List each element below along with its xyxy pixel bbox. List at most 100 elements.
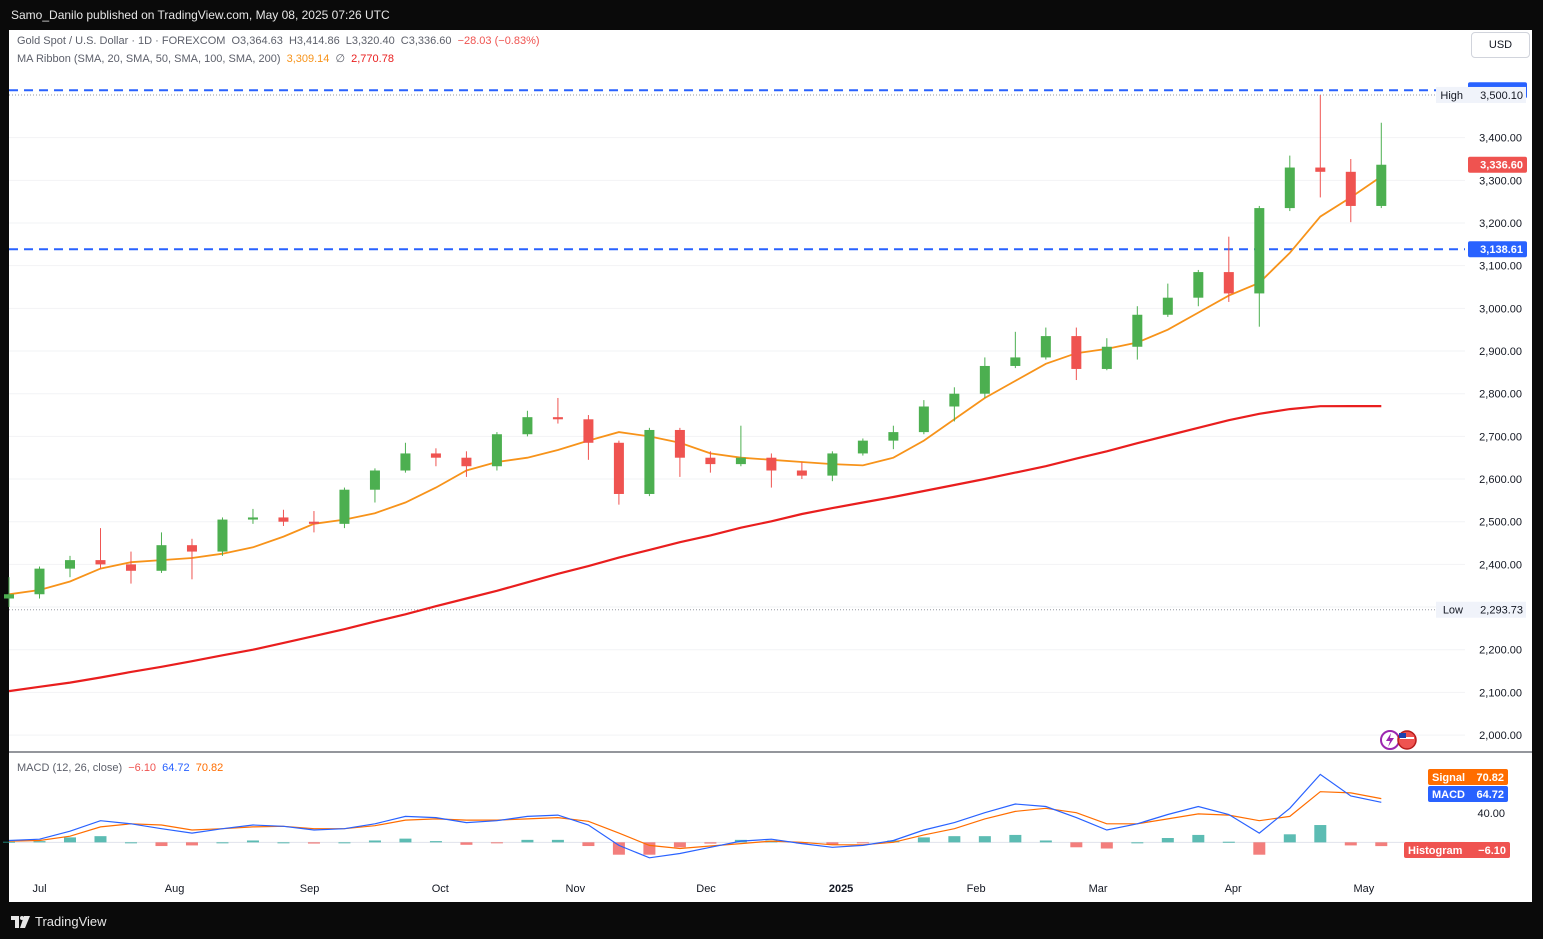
candle-body (461, 457, 472, 467)
macd-histogram-bar (399, 838, 412, 843)
symbol-name: Gold Spot / U.S. Dollar · 1D · FOREXCOM (17, 35, 226, 47)
macd-histogram-bar (978, 836, 991, 843)
macd-histogram-bar (368, 840, 381, 843)
candle-body (1284, 167, 1295, 209)
macd-histogram-bar (1314, 825, 1327, 843)
candle-body (400, 453, 411, 471)
low-tag-bg (1436, 601, 1526, 618)
price-tags: 3,511.093,138.613,336.60High3,500.10Low2… (1436, 82, 1527, 618)
macd-histogram-bar (33, 841, 46, 843)
candle-body (857, 440, 868, 454)
candle-body (278, 517, 289, 522)
candle-body (156, 545, 167, 571)
x-tick-label: May (1353, 883, 1374, 895)
candle-body (1345, 171, 1356, 206)
sma-20-path (8, 175, 1382, 596)
candle-body (644, 429, 655, 494)
macd-histogram-bar (1131, 842, 1144, 844)
publish-bar: Samo_Danilo published on TradingView.com… (0, 0, 1543, 30)
signal-tag-value: 70.82 (1476, 772, 1504, 784)
x-tick-label: Aug (165, 883, 185, 895)
us-flag-canton (1399, 733, 1406, 738)
candle-body (64, 560, 75, 569)
macd-histogram-bar (704, 842, 717, 844)
candle-body (796, 470, 807, 476)
candle-body (1254, 208, 1265, 294)
macd-tag-label: MACD (1432, 789, 1465, 801)
candle-body (766, 457, 777, 471)
candle-body (34, 568, 45, 595)
y-tick-label: 2,800.00 (1479, 389, 1522, 401)
x-tick-label: Sep (300, 883, 320, 895)
candle-body (491, 434, 502, 467)
macd-histogram-bar (307, 842, 320, 844)
y-tick-label: 2,900.00 (1479, 346, 1522, 358)
candle-body (95, 560, 106, 565)
currency-button[interactable]: USD (1471, 32, 1530, 58)
macd-histogram-bar (185, 842, 198, 846)
candle-body (369, 470, 380, 490)
macd-histogram-bar (1344, 842, 1357, 846)
macd-histogram-bar (155, 842, 168, 847)
x-tick-label: Oct (432, 883, 449, 895)
macd-histogram-bar (338, 842, 351, 844)
macd-pane: Signal 70.82 MACD 64.72 40.00 Histogram −6.10 (3, 769, 1510, 859)
macd-histogram-bar (795, 842, 808, 844)
macd-histogram-bar (612, 842, 625, 855)
candle-body (1132, 314, 1143, 347)
time-axis: Jul Aug Sep Oct Nov Dec 2025 Feb Mar Apr May (32, 883, 1374, 895)
sma-20-line (8, 175, 1382, 596)
macd-tag-value: 64.72 (1476, 789, 1504, 801)
macd-histogram-bar (246, 840, 259, 843)
candle-body (1071, 336, 1082, 369)
candle-body (1376, 164, 1387, 206)
tradingview-logo[interactable]: TradingView (11, 914, 107, 929)
macd-line (8, 773, 1382, 859)
high-tag-bg (1436, 86, 1526, 103)
price-axis: 3,400.00 3,300.00 3,200.00 3,100.00 3,000.00… (1479, 133, 1522, 742)
histogram-tag-bg (1404, 842, 1510, 858)
macd-histogram-bar (826, 842, 839, 845)
x-tick-label: Feb (967, 883, 986, 895)
candle-body (827, 453, 838, 476)
candle-body (1193, 272, 1204, 298)
candle-body (339, 489, 350, 524)
macd-tick-label: 40.00 (1477, 808, 1505, 820)
macd-histogram-bar (673, 842, 686, 848)
y-tick-label: 2,500.00 (1479, 517, 1522, 529)
candle-body (674, 429, 685, 458)
ohlc-close: C3,336.60 (400, 35, 452, 47)
candle-body (583, 419, 594, 443)
candles (4, 95, 1387, 608)
candle-body (1223, 272, 1234, 294)
candle-body (247, 517, 258, 520)
current-price-tag: 3,336.60 (1480, 160, 1523, 172)
signal-line (8, 791, 1382, 850)
macd-hist-value: −6.10 (128, 762, 157, 774)
macd-histogram-bar (1100, 842, 1113, 849)
histogram-tag-label: Histogram (1408, 845, 1463, 857)
publish-info: Samo_Danilo published on TradingView.com… (11, 8, 390, 22)
macd-histogram-bar (856, 842, 869, 844)
y-tick-label: 2,100.00 (1479, 687, 1522, 699)
y-tick-label: 2,700.00 (1479, 431, 1522, 443)
macd-histogram-bar (1192, 834, 1205, 843)
macd-tag-bg (1428, 786, 1508, 802)
macd-histogram-bar (948, 836, 961, 843)
y-tick-label: 3,000.00 (1479, 303, 1522, 315)
macd-histogram-bar (124, 842, 137, 844)
candle-body (613, 442, 624, 494)
candle-body (522, 417, 533, 435)
y-tick-label: 3,300.00 (1479, 175, 1522, 187)
high-tag-label: High (1440, 90, 1463, 102)
macd-histogram-bar (917, 837, 930, 843)
candle-body (1315, 167, 1326, 172)
candle-body (552, 417, 563, 420)
candle-body (918, 406, 929, 433)
x-tick-label: Dec (696, 883, 716, 895)
support-price-tag: 3,138.61 (1480, 244, 1523, 256)
macd-histogram-bar (63, 837, 76, 843)
macd-histogram-bar (1039, 840, 1052, 843)
candle-body (217, 519, 228, 552)
